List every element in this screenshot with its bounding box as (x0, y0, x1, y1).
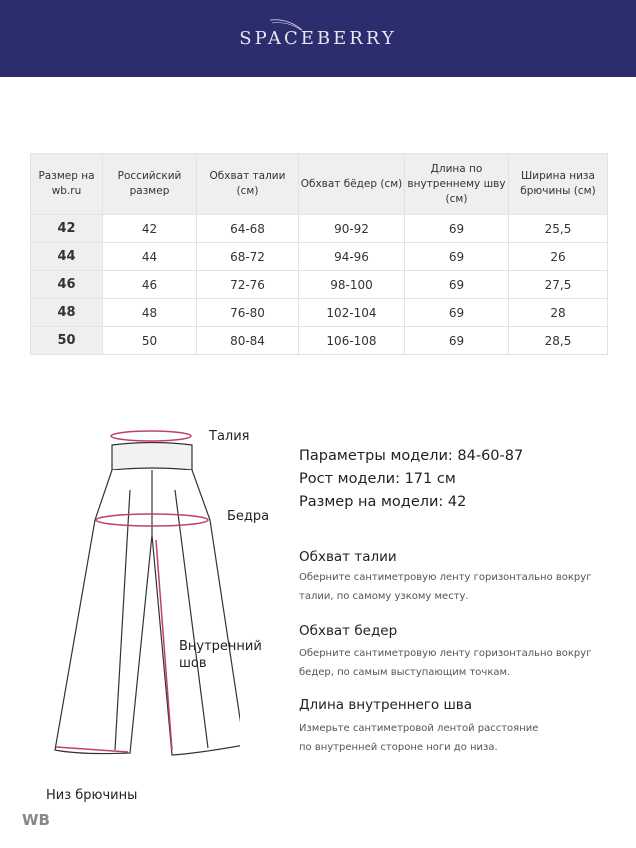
column-header: Ширина низа брючины (см) (508, 153, 608, 215)
label-hem: Низ брючины (46, 788, 138, 803)
table-cell: 94-96 (298, 242, 405, 271)
table-cell: 69 (404, 242, 509, 271)
table-cell: 46 (102, 270, 197, 299)
table-header-row: Размер на wb.ru Российский размер Обхват… (30, 153, 608, 215)
table-cell: 44 (102, 242, 197, 271)
table-cell: 42 (30, 214, 103, 243)
table-cell: 44 (30, 242, 103, 271)
table-row: 44 44 68-72 94-96 69 26 (30, 242, 608, 271)
table-cell: 28,5 (508, 326, 608, 355)
table-cell: 27,5 (508, 270, 608, 299)
table-cell: 64-68 (196, 214, 299, 243)
trousers-diagram (54, 430, 240, 756)
table-cell: 46 (30, 270, 103, 299)
column-header: Длина по внутреннему шву (см) (404, 153, 509, 215)
instruction-title: Длина внутреннего шва (299, 697, 473, 713)
column-header: Обхват талии (см) (196, 153, 299, 215)
table-cell: 50 (102, 326, 197, 355)
table-cell: 72-76 (196, 270, 299, 299)
table-cell: 69 (404, 298, 509, 327)
header-banner: SPACEBERRY (0, 0, 636, 77)
table-cell: 50 (30, 326, 103, 355)
label-inseam: Внутренний шов (179, 639, 262, 671)
table-cell: 69 (404, 326, 509, 355)
brand-logo: SPACEBERRY (0, 19, 636, 49)
table-cell: 28 (508, 298, 608, 327)
table-row: 42 42 64-68 90-92 69 25,5 (30, 214, 608, 243)
instruction-title: Обхват талии (299, 549, 397, 565)
model-params: Параметры модели: 84-60-87 (299, 448, 524, 464)
table-cell: 25,5 (508, 214, 608, 243)
wb-watermark: WB (22, 811, 50, 829)
table-cell: 98-100 (298, 270, 405, 299)
table-cell: 90-92 (298, 214, 405, 243)
table-row: 50 50 80-84 106-108 69 28,5 (30, 326, 608, 355)
column-header: Размер на wb.ru (30, 153, 103, 215)
table-cell: 76-80 (196, 298, 299, 327)
table-cell: 48 (102, 298, 197, 327)
instruction-text: Оберните сантиметровую ленту горизонталь… (299, 648, 592, 678)
table-row: 48 48 76-80 102-104 69 28 (30, 298, 608, 327)
table-row: 46 46 72-76 98-100 69 27,5 (30, 270, 608, 299)
model-height: Рост модели: 171 см (299, 471, 456, 487)
instruction-text: Измерьте сантиметровой лентой расстояние… (299, 723, 539, 753)
comet-icon (269, 19, 303, 31)
table-cell: 68-72 (196, 242, 299, 271)
size-table: Размер на wb.ru Российский размер Обхват… (30, 153, 608, 355)
table-cell: 106-108 (298, 326, 405, 355)
table-cell: 102-104 (298, 298, 405, 327)
table-cell: 69 (404, 214, 509, 243)
table-cell: 48 (30, 298, 103, 327)
column-header: Российский размер (102, 153, 197, 215)
table-cell: 26 (508, 242, 608, 271)
label-waist: Талия (209, 429, 250, 444)
column-header: Обхват бёдер (см) (298, 153, 405, 215)
table-cell: 69 (404, 270, 509, 299)
table-cell: 42 (102, 214, 197, 243)
model-size: Размер на модели: 42 (299, 494, 467, 510)
instruction-text: Оберните сантиметровую ленту горизонталь… (299, 572, 592, 602)
instruction-title: Обхват бедер (299, 623, 398, 639)
label-hips: Бедра (227, 509, 270, 524)
table-cell: 80-84 (196, 326, 299, 355)
